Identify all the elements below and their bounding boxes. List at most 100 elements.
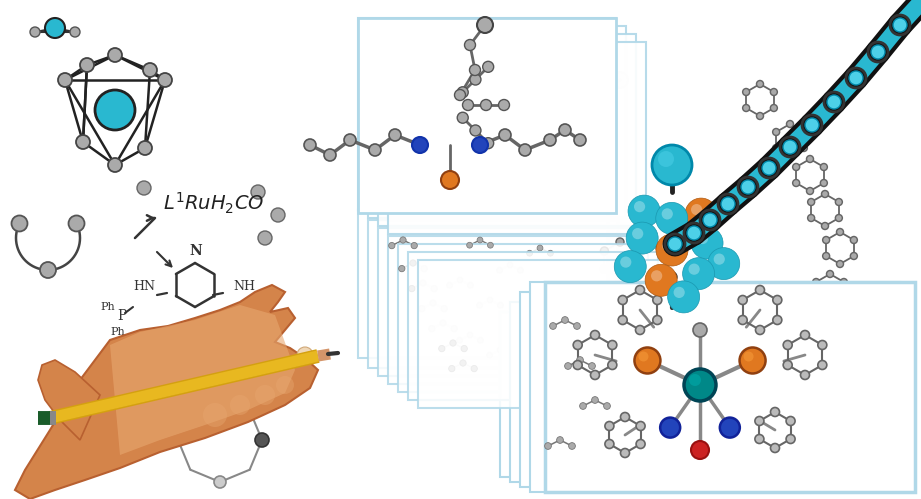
Circle shape xyxy=(411,243,417,249)
Circle shape xyxy=(773,129,780,136)
Circle shape xyxy=(632,247,639,255)
Circle shape xyxy=(818,340,827,349)
Circle shape xyxy=(849,71,863,85)
Circle shape xyxy=(471,365,477,372)
FancyBboxPatch shape xyxy=(408,252,658,400)
Circle shape xyxy=(611,307,618,315)
Circle shape xyxy=(158,73,172,87)
Text: $L^1RuH_2CO$: $L^1RuH_2CO$ xyxy=(163,190,264,216)
Circle shape xyxy=(826,302,834,309)
Circle shape xyxy=(850,252,857,259)
Circle shape xyxy=(668,237,682,251)
Circle shape xyxy=(635,325,645,334)
Circle shape xyxy=(428,325,435,332)
Circle shape xyxy=(537,245,542,251)
Circle shape xyxy=(467,243,472,248)
Circle shape xyxy=(304,139,316,151)
Circle shape xyxy=(457,277,463,283)
Circle shape xyxy=(40,262,56,278)
Circle shape xyxy=(507,322,512,328)
Circle shape xyxy=(528,322,533,328)
Circle shape xyxy=(498,99,509,110)
Circle shape xyxy=(565,363,571,369)
Circle shape xyxy=(544,134,556,146)
Circle shape xyxy=(824,92,844,112)
Circle shape xyxy=(800,145,808,152)
Circle shape xyxy=(464,39,475,50)
Circle shape xyxy=(574,323,580,329)
Circle shape xyxy=(636,440,645,449)
Circle shape xyxy=(477,302,483,308)
Circle shape xyxy=(451,325,458,332)
Circle shape xyxy=(214,476,226,488)
Circle shape xyxy=(693,323,707,337)
Circle shape xyxy=(667,272,677,282)
Circle shape xyxy=(826,270,834,277)
Circle shape xyxy=(454,89,465,100)
Circle shape xyxy=(557,297,564,303)
Circle shape xyxy=(487,243,494,248)
Circle shape xyxy=(755,325,764,334)
Circle shape xyxy=(172,434,184,446)
Circle shape xyxy=(684,369,716,401)
Circle shape xyxy=(632,265,639,273)
Circle shape xyxy=(519,144,531,156)
Circle shape xyxy=(756,80,764,87)
Circle shape xyxy=(621,277,628,285)
Circle shape xyxy=(787,153,794,160)
Text: Ph: Ph xyxy=(110,327,124,337)
Circle shape xyxy=(400,237,406,243)
Circle shape xyxy=(486,352,493,358)
Circle shape xyxy=(618,295,627,304)
Circle shape xyxy=(568,443,576,450)
Circle shape xyxy=(573,360,582,369)
Circle shape xyxy=(324,149,336,161)
Polygon shape xyxy=(38,360,100,440)
Circle shape xyxy=(635,347,660,373)
Circle shape xyxy=(214,392,226,404)
Circle shape xyxy=(773,295,782,304)
Circle shape xyxy=(822,191,829,198)
Circle shape xyxy=(440,320,446,326)
Circle shape xyxy=(108,48,122,62)
Circle shape xyxy=(656,234,688,266)
Circle shape xyxy=(271,208,285,222)
Circle shape xyxy=(755,285,764,294)
Circle shape xyxy=(632,228,643,239)
Circle shape xyxy=(652,145,692,185)
Circle shape xyxy=(591,397,599,403)
Circle shape xyxy=(468,282,473,288)
Circle shape xyxy=(499,129,511,141)
Circle shape xyxy=(718,194,738,214)
Circle shape xyxy=(430,300,437,306)
Circle shape xyxy=(409,285,415,292)
Circle shape xyxy=(822,237,830,244)
FancyBboxPatch shape xyxy=(520,292,895,487)
Circle shape xyxy=(662,240,673,251)
Circle shape xyxy=(626,222,659,254)
Circle shape xyxy=(507,262,513,268)
Circle shape xyxy=(787,120,794,128)
Circle shape xyxy=(827,95,841,109)
Circle shape xyxy=(840,278,847,285)
FancyBboxPatch shape xyxy=(368,220,618,368)
Circle shape xyxy=(616,274,624,282)
Circle shape xyxy=(590,370,600,380)
FancyBboxPatch shape xyxy=(388,42,646,234)
Circle shape xyxy=(461,345,467,352)
Circle shape xyxy=(414,139,426,151)
FancyBboxPatch shape xyxy=(358,210,608,358)
Circle shape xyxy=(230,395,250,415)
Circle shape xyxy=(108,158,122,172)
Circle shape xyxy=(276,376,294,394)
Circle shape xyxy=(793,180,799,187)
Circle shape xyxy=(846,68,866,88)
Circle shape xyxy=(470,125,481,136)
Circle shape xyxy=(642,307,649,315)
Circle shape xyxy=(651,277,659,285)
Text: HN: HN xyxy=(133,280,155,293)
Circle shape xyxy=(740,347,765,373)
Circle shape xyxy=(651,270,662,281)
Circle shape xyxy=(460,360,466,366)
Circle shape xyxy=(600,265,609,273)
